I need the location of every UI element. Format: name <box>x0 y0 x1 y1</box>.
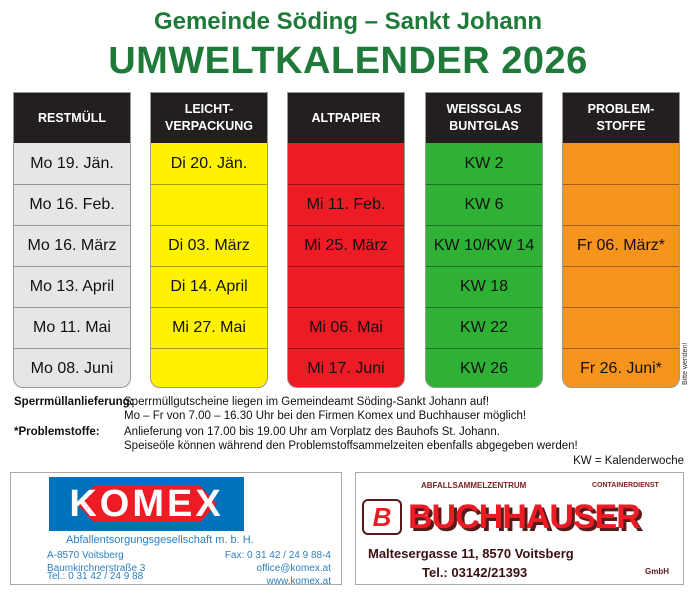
date-cell: Fr 06. März* <box>563 225 679 266</box>
buchhauser-tel: Tel.: 03142/21393 <box>422 565 528 580</box>
komex-address2: Baumkirchnerstraße 3 <box>47 563 146 574</box>
date-cell <box>563 266 679 307</box>
date-cell: Di 14. April <box>151 266 267 307</box>
column: ALTPAPIER Mi 11. Feb. Mi 25. März Mi 06. Ma… <box>287 92 405 388</box>
column: PROBLEM- STOFFE Fr 06. März* Fr 26. Juni* <box>562 92 680 388</box>
buchhauser-containerdienst: CONTAINERDIENST <box>592 482 659 489</box>
komex-address1: A-8570 Voitsberg <box>47 550 124 561</box>
problem-label: *Problemstoffe: <box>14 425 100 439</box>
date-cell: Mi 11. Feb. <box>288 184 404 225</box>
sperr-label: Sperrmüllanlieferung: <box>14 395 134 409</box>
komex-email[interactable]: office@komex.at <box>256 563 331 574</box>
column-header: RESTMÜLL <box>14 93 130 143</box>
komex-tel: Tel.: 0 31 42 / 24 9 88 <box>47 571 144 582</box>
subtitle: Gemeinde Söding – Sankt Johann <box>153 8 543 35</box>
date-cell: Fr 26. Juni* <box>563 348 679 387</box>
komex-web[interactable]: www.komex.at <box>266 576 331 587</box>
date-cell: Mo 08. Juni <box>14 348 130 387</box>
date-cell: KW 2 <box>464 154 504 172</box>
column-header: PROBLEM- STOFFE <box>563 93 679 143</box>
date-cell: KW 6 <box>426 184 542 225</box>
komex-logo-hexagon <box>77 486 217 522</box>
sperr-line2: Mo – Fr von 7.00 – 16.30 Uhr bei den Fir… <box>124 410 527 422</box>
date-cell: Di 03. März <box>151 225 267 266</box>
buchhauser-address: Maltesergasse 11, 8570 Voitsberg <box>368 546 574 561</box>
date-cell: Mo 11. Mai <box>14 307 130 348</box>
date-cell: Mi 17. Juni <box>288 348 404 387</box>
column-header: WEISSGLAS BUNTGLAS <box>426 93 542 143</box>
sperr-line1: Sperrmüllgutscheine liegen im Gemeindeam… <box>124 396 490 408</box>
page-title: UMWELTKALENDER 2026 <box>108 40 588 82</box>
date-cell: Mi 06. Mai <box>288 307 404 348</box>
date-cell <box>288 266 404 307</box>
column: RESTMÜLL Mo 19. Jän. Mo 16. Feb. Mo 16. Mär… <box>13 92 131 388</box>
column-header: LEICHT- VERPACKUNG <box>151 93 267 143</box>
date-cell <box>151 184 267 225</box>
date-cell: Mo 16. Feb. <box>14 184 130 225</box>
date-cell: KW 18 <box>426 266 542 307</box>
side-note: Bitte wenden! <box>682 342 689 385</box>
date-cell: Mo 16. März <box>14 225 130 266</box>
date-cell <box>151 348 267 387</box>
date-cell: Mi 25. März <box>288 225 404 266</box>
problem-line1: Anlieferung von 17.00 bis 19.00 Uhr am V… <box>124 426 500 438</box>
date-cell <box>563 307 679 348</box>
komex-logo-text: KOMEX <box>69 483 224 525</box>
komex-fax: Fax: 0 31 42 / 24 9 88-4 <box>224 550 331 561</box>
problem-label-text: *Problemstoffe: <box>14 426 100 438</box>
buchhauser-gmbh: GmbH <box>645 567 669 576</box>
column: LEICHT- VERPACKUNG Di 20. Jän. Di 03. März… <box>150 92 268 388</box>
kw-legend: KW = Kalenderwoche <box>573 455 684 467</box>
komex-logo: KOMEX <box>49 477 244 531</box>
buchhauser-ad: ABFALLSAMMELZENTRUM CONTAINERDIENST B BU… <box>355 472 684 585</box>
date-cell <box>563 184 679 225</box>
date-cell: Mo 19. Jän. <box>30 154 114 172</box>
date-cell <box>288 143 404 184</box>
buchhauser-top: ABFALLSAMMELZENTRUM <box>421 481 527 490</box>
komex-tagline: Abfallentsorgungsgesellschaft m. b. H. <box>66 534 254 546</box>
date-cell: Mo 13. April <box>14 266 130 307</box>
date-cell: KW 26 <box>426 348 542 387</box>
date-cell: Mi 27. Mai <box>151 307 267 348</box>
sperr-label-text: Sperrmüllanlieferung: <box>14 396 134 408</box>
date-cell: KW 22 <box>426 307 542 348</box>
column-header: ALTPAPIER <box>288 93 404 143</box>
column: WEISSGLAS BUNTGLAS KW 2 KW 6 KW 10/KW 14 KW … <box>425 92 543 388</box>
buchhauser-logo: BUCHHAUSER <box>408 498 641 536</box>
date-cell: Di 20. Jän. <box>170 154 248 172</box>
buchhauser-emblem: B <box>362 499 402 535</box>
date-cell <box>563 143 679 184</box>
date-cell: KW 10/KW 14 <box>426 225 542 266</box>
problem-line2: Speiseöle können während den Problemstof… <box>124 440 578 452</box>
komex-ad: KOMEX Abfallentsorgungsgesellschaft m. b… <box>10 472 342 587</box>
